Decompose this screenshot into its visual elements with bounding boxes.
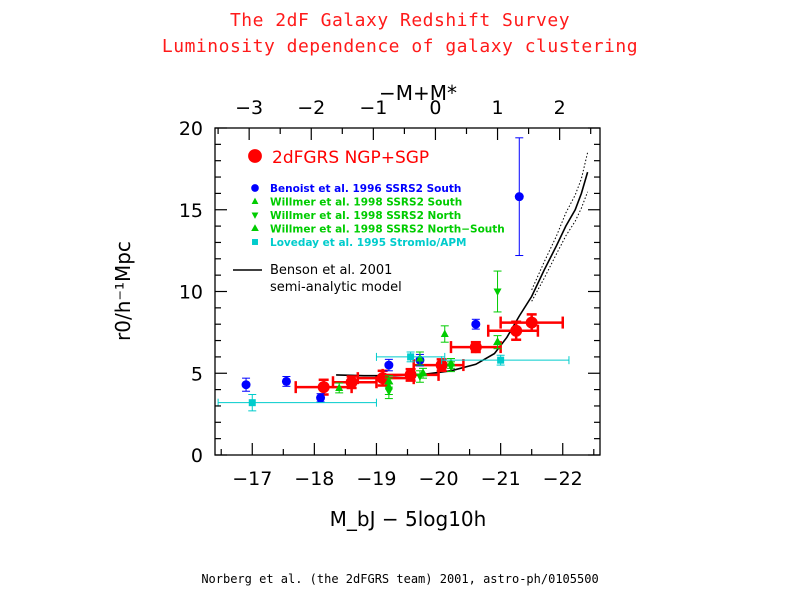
data-point-s0-p7 — [525, 316, 538, 329]
top-x-axis-label: −M+M* — [379, 81, 457, 105]
data-point-s2-p0 — [335, 383, 344, 391]
top-x-tick-label: −3 — [235, 97, 263, 119]
x-tick-label: −18 — [294, 468, 334, 490]
y-tick-label: 10 — [179, 282, 203, 304]
legend-label-5: Loveday et al. 1995 Stromlo/APM — [270, 237, 467, 249]
data-point-s1-p2 — [316, 393, 326, 403]
top-x-tick-label: 2 — [554, 97, 566, 119]
legend-marker-2 — [251, 197, 259, 205]
top-x-tick-label: −1 — [359, 97, 387, 119]
model-lower-bound — [531, 191, 589, 302]
data-point-s1-p1 — [281, 376, 291, 386]
x-tick-label: −21 — [481, 468, 521, 490]
data-point-s1-p5 — [471, 319, 481, 329]
legend-model-label-2: semi-analytic model — [270, 280, 402, 295]
data-point-s0-p3 — [404, 368, 417, 381]
legend-model-label-1: Benson et al. 2001 — [270, 263, 392, 278]
data-point-s0-p4 — [435, 359, 448, 372]
data-point-s2-p2 — [415, 354, 424, 362]
chart-title: The 2dF Galaxy Redshift Survey — [229, 10, 571, 31]
legend-marker-0 — [248, 149, 262, 163]
data-point-s1-p0 — [241, 380, 251, 390]
data-point-s0-p0 — [317, 381, 330, 394]
y-tick-label: 5 — [191, 363, 203, 385]
legend-label-3: Willmer et al. 1998 SSRS2 North — [270, 210, 461, 222]
citation-footer: Norberg et al. (the 2dFGRS team) 2001, a… — [201, 572, 599, 586]
y-tick-label: 0 — [191, 445, 203, 467]
y-axis-label: r0/h⁻¹Mpc — [111, 241, 135, 341]
data-point-s0-p1 — [345, 376, 358, 389]
y-tick-label: 20 — [179, 118, 203, 140]
data-layer — [217, 137, 589, 412]
legend-label-1: Benoist et al. 1996 SSRS2 South — [270, 183, 461, 195]
data-point-s4-p1 — [418, 368, 428, 377]
x-tick-label: −22 — [543, 468, 583, 490]
legend-layer: 2dFGRS NGP+SGP Benoist et al. 1996 SSRS2 … — [233, 148, 505, 295]
legend-label-2: Willmer et al. 1998 SSRS2 South — [270, 197, 462, 209]
chart-subtitle: Luminosity dependence of galaxy clusteri… — [161, 36, 639, 57]
data-point-s1-p6 — [514, 192, 524, 202]
legend-label-0: 2dFGRS NGP+SGP — [272, 148, 429, 168]
top-x-tick-label: −2 — [297, 97, 325, 119]
x-tick-label: −19 — [356, 468, 396, 490]
model-upper-bound — [531, 152, 589, 291]
data-point-s5-p2 — [497, 356, 505, 364]
data-point-s5-p0 — [248, 399, 256, 407]
legend-marker-5 — [252, 239, 258, 245]
data-point-s3-p3 — [493, 288, 502, 296]
data-point-s0-p6 — [510, 324, 523, 337]
x-tick-label: −17 — [232, 468, 272, 490]
data-point-s4-p2 — [446, 358, 456, 367]
axes-layer: −17 −18 −19 −20 −21 −22 0 5 10 15 20 −3 −2 −1 0 1 2 M_bJ … — [111, 81, 601, 531]
x-tick-label: −20 — [418, 468, 458, 490]
y-tick-label: 15 — [179, 200, 203, 222]
legend-marker-3 — [251, 212, 259, 219]
x-axis-label: M_bJ − 5log10h — [330, 507, 487, 531]
data-point-s1-p3 — [384, 360, 394, 370]
legend-label-4: Willmer et al. 1998 SSRS2 North−South — [270, 224, 505, 236]
data-point-s2-p3 — [440, 329, 449, 338]
top-x-tick-label: 1 — [491, 97, 503, 119]
data-point-s5-p1 — [407, 353, 415, 361]
top-x-tick-label: 0 — [429, 97, 441, 119]
data-point-s4-p0 — [384, 376, 394, 385]
data-point-s4-p3 — [493, 337, 503, 346]
data-point-s0-p5 — [469, 341, 482, 354]
data-point-s3-p0 — [384, 388, 393, 396]
legend-marker-4 — [251, 224, 259, 232]
legend-marker-1 — [251, 184, 259, 192]
